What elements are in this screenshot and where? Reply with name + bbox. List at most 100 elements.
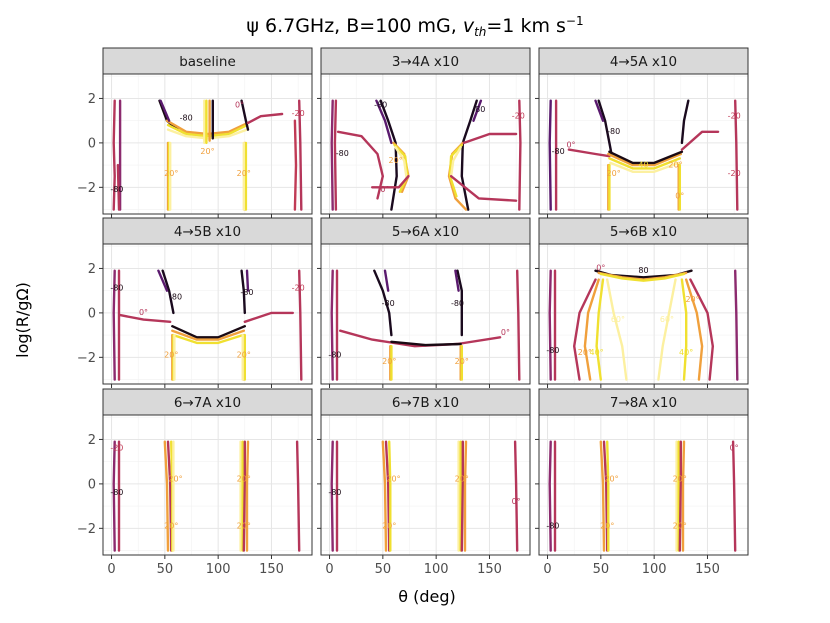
facet-panel: 5→6A x10 -80 -80 -80 20° 20° 0° (317, 217, 531, 388)
contour-label: -80 (328, 488, 341, 497)
y-tick-label: 2 (88, 92, 96, 107)
x-tick-label: 100 (206, 562, 231, 577)
contour-line (384, 440, 391, 552)
panel-background (538, 243, 749, 385)
contour-line (680, 278, 688, 381)
contour-line (516, 269, 521, 381)
contour-line (163, 440, 170, 552)
contour-label: -80 (110, 284, 123, 293)
contour-line (583, 278, 600, 381)
contour-line (548, 269, 552, 381)
contour-line (390, 340, 462, 347)
contour-line (734, 269, 739, 381)
figure-title: ψ 6.7GHz, B=100 mG, vth=1 km s−1 (246, 14, 583, 39)
contour-label: 40 (638, 160, 648, 169)
contour-line (594, 99, 605, 122)
contour-label: 20° (237, 169, 251, 178)
contour-line (548, 440, 552, 552)
contour-label: 20° (607, 169, 621, 178)
facet-panel: 4→5B x10 0° -80 -80 20° 20° -80 -20 (99, 217, 313, 388)
facet-panel: 6→7A x10 20° 20° 20° 20° -80 -20 (99, 388, 313, 559)
contour-label: -80 (546, 346, 559, 355)
contour-line (681, 440, 686, 552)
facet-strip (538, 217, 749, 245)
panel-background (538, 73, 749, 215)
contour-line (454, 269, 460, 292)
contour-line (680, 99, 690, 145)
facet-strip (320, 47, 531, 75)
contour-line (172, 333, 244, 345)
contour-line (448, 143, 463, 198)
contour-label: 0° (596, 264, 605, 273)
contour-line (169, 440, 174, 552)
contour-label: 20° (164, 350, 178, 359)
contour-line (245, 269, 250, 292)
facet-strip (538, 47, 749, 75)
contour-label: 20° (164, 169, 178, 178)
contour-line (336, 130, 384, 200)
contour-line (548, 99, 552, 211)
contour-line (393, 143, 409, 194)
x-tick-label: 150 (477, 562, 502, 577)
contour-line (298, 99, 303, 211)
contour-line (246, 112, 284, 125)
contour-line (112, 440, 116, 552)
contour-line (383, 269, 390, 292)
x-tick-label: 150 (259, 562, 284, 577)
contour-label: 80 (638, 266, 648, 275)
contour-line (518, 99, 522, 211)
panel-border (538, 73, 749, 215)
contour-line (462, 132, 518, 145)
contour-label: 20° (673, 521, 687, 530)
facet-strip (320, 388, 531, 416)
contour-label: 20° (673, 475, 687, 484)
contour-label: 20° (237, 475, 251, 484)
contour-label: 20° (237, 350, 251, 359)
contour-label: 0° (235, 100, 244, 109)
contour-line (657, 278, 677, 381)
x-tick-label: 50 (593, 562, 610, 577)
contour-line (597, 99, 613, 156)
contour-line (599, 272, 686, 282)
x-tick-label: 0 (325, 562, 333, 577)
y-tick-label: 0 (88, 306, 96, 321)
panel-border (538, 414, 749, 556)
contour-line (339, 329, 502, 348)
contour-label: 40° (589, 348, 603, 357)
contour-label: -80 (328, 350, 341, 359)
contour-label: 20° (455, 357, 469, 366)
panel-background (102, 414, 313, 556)
facet-strip-label: baseline (179, 54, 236, 70)
contour-line (171, 325, 247, 339)
x-tick-label: 50 (375, 562, 392, 577)
contour-line (599, 440, 606, 552)
contour-line (330, 440, 334, 552)
y-axis-title: log(R/gΩ) (13, 282, 32, 358)
contour-line (295, 440, 301, 552)
contour-line (608, 157, 681, 170)
contour-label: 0° (380, 185, 389, 194)
contour-line (573, 278, 597, 381)
contour-line (157, 269, 169, 292)
contour-label: 20° (668, 160, 682, 169)
contour-line (472, 99, 483, 122)
contour-line (373, 269, 393, 337)
y-tick-label: 0 (88, 136, 96, 151)
contour-line (685, 278, 704, 381)
facet-panel: 7→8A x10 20° 20° 20° 20° 0° -80 (535, 388, 749, 559)
contour-line (118, 313, 172, 323)
panel-background (320, 414, 531, 556)
facet-strip-label: 4→5B x10 (174, 224, 241, 240)
title-v: v (463, 15, 475, 37)
contour-line (567, 148, 611, 158)
contour-label: -20 (110, 444, 123, 453)
contour-label: 20° (237, 521, 251, 530)
contour-line (513, 440, 519, 552)
contour-line (607, 152, 682, 167)
x-tick-label: 100 (424, 562, 449, 577)
contour-label: -80 (374, 100, 387, 109)
contour-line (388, 440, 392, 552)
y-tick-label: 0 (88, 477, 96, 492)
contour-line (161, 269, 175, 315)
